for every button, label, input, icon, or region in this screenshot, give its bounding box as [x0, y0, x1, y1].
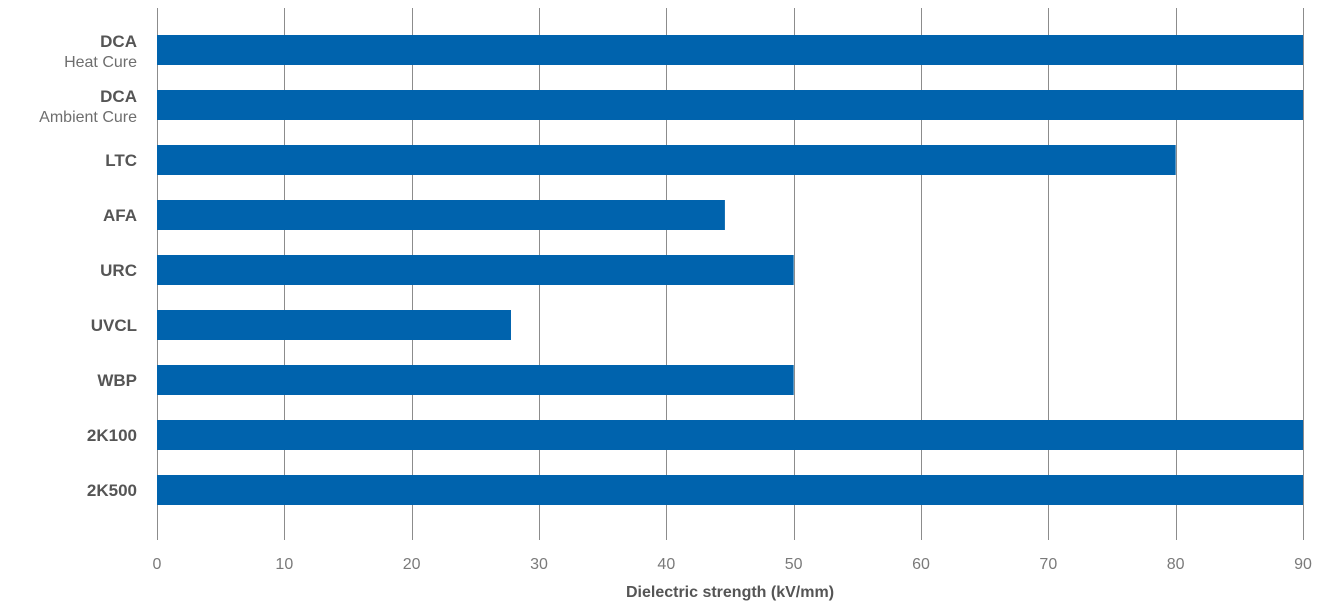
category-label: UVCL [91, 316, 137, 335]
bar [157, 420, 1303, 450]
x-tick-label: 70 [1039, 556, 1057, 573]
bar [157, 145, 1176, 175]
bar [157, 475, 1303, 505]
bar [157, 35, 1303, 65]
category-label: DCA [100, 32, 137, 51]
x-tick-label: 0 [153, 556, 162, 573]
bars [157, 35, 1303, 505]
bar [157, 255, 794, 285]
bar [157, 365, 794, 395]
category-labels: DCA Heat Cure DCA Ambient Cure LTC AFA URC UVCL… [39, 32, 137, 500]
category-label: WBP [97, 371, 137, 390]
category-label: URC [100, 261, 137, 280]
x-tick-labels: 0 10 20 30 40 50 60 70 80 90 [153, 556, 1312, 573]
category-label: LTC [105, 151, 137, 170]
x-tick-label: 50 [785, 556, 803, 573]
bar [157, 200, 725, 230]
category-sublabel: Ambient Cure [39, 109, 137, 126]
category-label: AFA [103, 206, 137, 225]
category-label: 2K500 [87, 481, 137, 500]
x-axis-title: Dielectric strength (kV/mm) [626, 584, 834, 601]
x-tick-label: 30 [530, 556, 548, 573]
x-tick-label: 90 [1294, 556, 1312, 573]
x-tick-label: 60 [912, 556, 930, 573]
x-tick-label: 20 [403, 556, 421, 573]
category-label: 2K100 [87, 426, 137, 445]
category-label: DCA [100, 87, 137, 106]
bar [157, 310, 511, 340]
category-sublabel: Heat Cure [64, 54, 137, 71]
x-tick-label: 10 [275, 556, 293, 573]
x-tick-label: 80 [1167, 556, 1185, 573]
x-tick-label: 40 [657, 556, 675, 573]
bar [157, 90, 1303, 120]
